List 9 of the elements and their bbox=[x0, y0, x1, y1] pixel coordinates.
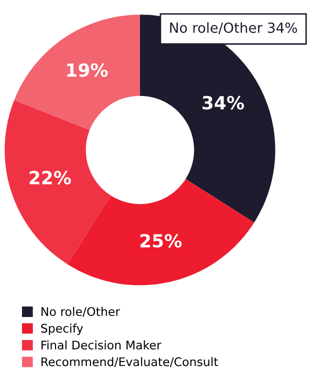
legend-label: Recommend/Evaluate/Consult bbox=[42, 357, 218, 368]
data-label: 25% bbox=[140, 234, 182, 248]
text: No role/Other 34% bbox=[170, 22, 298, 34]
data-label: 22% bbox=[30, 170, 71, 184]
legend-label: Specify bbox=[41, 324, 83, 336]
legend-label: Final Decision Maker bbox=[42, 340, 162, 350]
legend-label: No role/Other bbox=[42, 306, 120, 317]
data-label: 19% bbox=[67, 63, 108, 77]
data-label: 34% bbox=[202, 96, 244, 110]
